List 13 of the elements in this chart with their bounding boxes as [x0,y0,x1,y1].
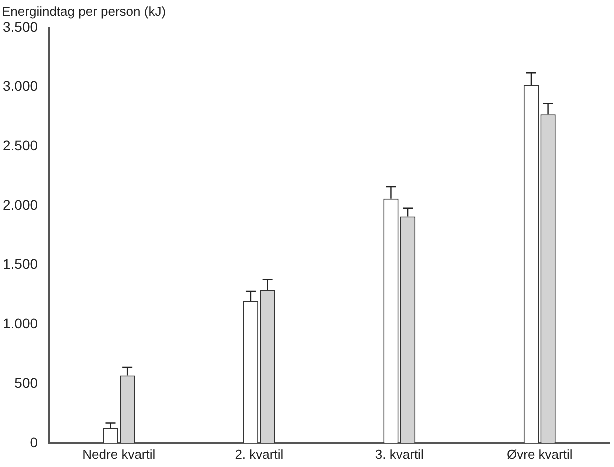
y-tick-label: 3.500 [2,18,38,35]
y-tick-label: 500 [14,374,38,391]
y-tick-label: 3.000 [2,78,38,94]
y-tick-label: 1.000 [2,316,38,332]
y-tick-label: 2.500 [2,138,38,154]
x-tick-label: Nedre kvartil [82,446,156,462]
x-tick-label: 2. kvartil [235,446,284,462]
x-tick-label: 3. kvartil [375,446,424,462]
x-tick-label: Øvre kvartil [507,446,573,462]
y-tick-label: 1.500 [2,256,38,272]
y-tick-label: 0 [30,434,38,450]
y-tick-label: 2.000 [2,196,38,213]
y-axis-title: Energiindtag per person (kJ) [2,4,166,20]
